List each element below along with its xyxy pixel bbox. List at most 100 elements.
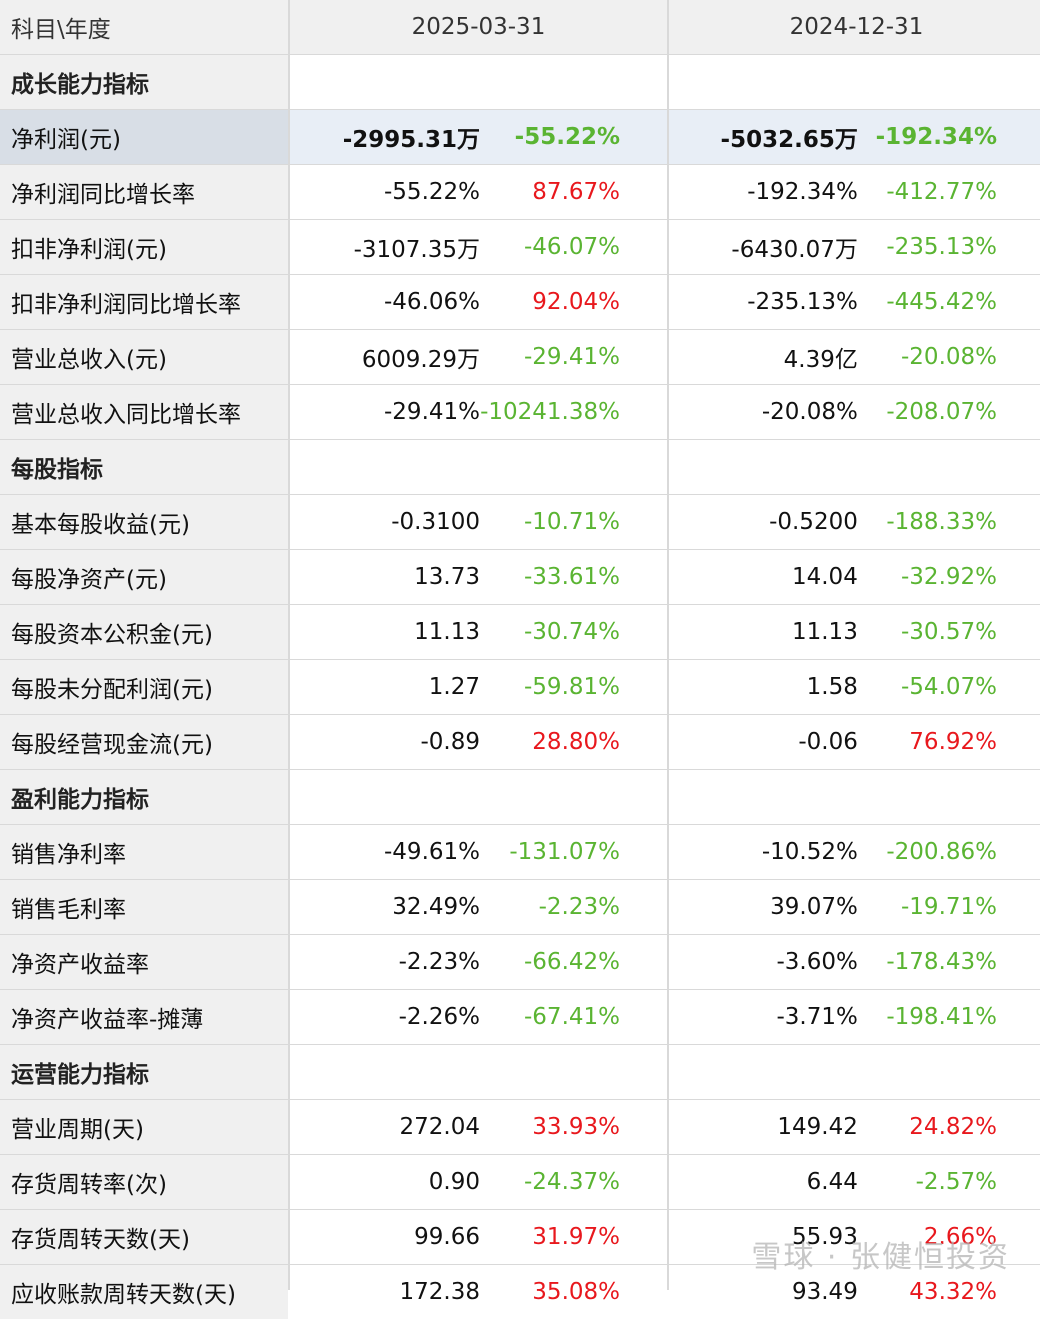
row-label[interactable]: 存货周转率(次)	[0, 1155, 288, 1209]
section-blank-cell	[669, 770, 1040, 824]
row-label[interactable]: 营业周期(天)	[0, 1100, 288, 1154]
row-label[interactable]: 扣非净利润同比增长率	[0, 275, 288, 329]
yoy-change: 31.97%	[532, 1224, 620, 1250]
row-label[interactable]: 净资产收益率-摊薄	[0, 990, 288, 1044]
section-header: 盈利能力指标	[0, 770, 288, 824]
value: 55.93	[791, 1224, 858, 1250]
row-label[interactable]: 每股经营现金流(元)	[0, 715, 288, 769]
row-label[interactable]: 存货周转天数(天)	[0, 1210, 288, 1264]
value: 149.42	[777, 1114, 858, 1140]
yoy-change: -235.13%	[886, 234, 997, 260]
yoy-change: -412.77%	[886, 179, 997, 205]
yoy-change: 92.04%	[532, 289, 620, 315]
value: 172.38	[399, 1279, 480, 1305]
section-blank-cell	[290, 770, 667, 824]
value-cell-period-2: 39.07% -19.71%	[669, 880, 1040, 934]
value: -3.71%	[776, 1004, 858, 1030]
yoy-change: -54.07%	[901, 674, 997, 700]
header-period-2[interactable]: 2024-12-31	[669, 0, 1040, 54]
row-label[interactable]: 应收账款周转天数(天)	[0, 1265, 288, 1319]
value-cell-period-2: 93.49 43.32%	[669, 1265, 1040, 1319]
value: -3.60%	[776, 949, 858, 975]
yoy-change: -178.43%	[886, 949, 997, 975]
value-cell-period-2: -6430.07万 -235.13%	[669, 220, 1040, 274]
value: -0.06	[798, 729, 858, 755]
value-cell-period-1: -2.23% -66.42%	[290, 935, 667, 989]
yoy-change: -30.74%	[524, 619, 620, 645]
yoy-change: 2.66%	[923, 1224, 997, 1250]
value: -2.26%	[398, 1004, 480, 1030]
value-cell-period-1: 99.66 31.97%	[290, 1210, 667, 1264]
row-label[interactable]: 扣非净利润(元)	[0, 220, 288, 274]
value-cell-period-2: -5032.65万 -192.34%	[669, 110, 1040, 164]
section-blank-cell	[669, 1045, 1040, 1099]
value: 1.27	[428, 674, 480, 700]
value: -2995.31万	[342, 127, 480, 153]
value-cell-period-1: 11.13 -30.74%	[290, 605, 667, 659]
yoy-change: -188.33%	[886, 509, 997, 535]
yoy-change: 35.08%	[532, 1279, 620, 1305]
yoy-change: 43.32%	[909, 1279, 997, 1305]
value: 13.73	[414, 564, 480, 590]
yoy-change: -200.86%	[886, 839, 997, 865]
row-label[interactable]: 净利润(元)	[0, 110, 288, 164]
value-cell-period-1: -2.26% -67.41%	[290, 990, 667, 1044]
section-header: 成长能力指标	[0, 55, 288, 109]
value: -3107.35万	[353, 237, 480, 263]
value-cell-period-1: -0.89 28.80%	[290, 715, 667, 769]
row-label[interactable]: 销售净利率	[0, 825, 288, 879]
header-period-1[interactable]: 2025-03-31	[290, 0, 667, 54]
row-label[interactable]: 营业总收入同比增长率	[0, 385, 288, 439]
value: 6009.29万	[361, 347, 480, 373]
row-label[interactable]: 每股净资产(元)	[0, 550, 288, 604]
yoy-change: -131.07%	[509, 839, 620, 865]
value: 93.49	[791, 1279, 858, 1305]
row-label[interactable]: 每股未分配利润(元)	[0, 660, 288, 714]
row-label[interactable]: 营业总收入(元)	[0, 330, 288, 384]
value-cell-period-2: -0.06 76.92%	[669, 715, 1040, 769]
section-header: 每股指标	[0, 440, 288, 494]
value-cell-period-1: -46.06% 92.04%	[290, 275, 667, 329]
yoy-change: -32.92%	[901, 564, 997, 590]
value-cell-period-1: 272.04 33.93%	[290, 1100, 667, 1154]
value-cell-period-1: 1.27 -59.81%	[290, 660, 667, 714]
value: 6.44	[806, 1169, 858, 1195]
value: -46.06%	[384, 289, 480, 315]
value: 99.66	[414, 1224, 480, 1250]
value: -0.3100	[391, 509, 480, 535]
yoy-change: -46.07%	[524, 234, 620, 260]
section-blank-cell	[290, 55, 667, 109]
yoy-change: -2.57%	[915, 1169, 997, 1195]
yoy-change: 24.82%	[909, 1114, 997, 1140]
value-cell-period-1: -3107.35万 -46.07%	[290, 220, 667, 274]
row-label[interactable]: 净资产收益率	[0, 935, 288, 989]
yoy-change: 33.93%	[532, 1114, 620, 1140]
value-cell-period-2: 55.93 2.66%	[669, 1210, 1040, 1264]
value-cell-period-1: 6009.29万 -29.41%	[290, 330, 667, 384]
yoy-change: -19.71%	[901, 894, 997, 920]
value: -235.13%	[747, 289, 858, 315]
yoy-change: -192.34%	[875, 124, 997, 150]
yoy-change: -29.41%	[524, 344, 620, 370]
value-cell-period-1: 172.38 35.08%	[290, 1265, 667, 1319]
section-blank-cell	[669, 55, 1040, 109]
value-cell-period-1: 32.49% -2.23%	[290, 880, 667, 934]
header-label: 科目\年度	[0, 0, 288, 54]
yoy-change: -2.23%	[538, 894, 620, 920]
value-cell-period-2: -0.5200 -188.33%	[669, 495, 1040, 549]
row-label[interactable]: 基本每股收益(元)	[0, 495, 288, 549]
value-cell-period-2: -3.60% -178.43%	[669, 935, 1040, 989]
value: -0.5200	[769, 509, 858, 535]
yoy-change: -55.22%	[514, 124, 620, 150]
value: 11.13	[414, 619, 480, 645]
section-blank-cell	[669, 440, 1040, 494]
value: 39.07%	[770, 894, 858, 920]
row-label[interactable]: 销售毛利率	[0, 880, 288, 934]
value: -49.61%	[384, 839, 480, 865]
row-label[interactable]: 每股资本公积金(元)	[0, 605, 288, 659]
yoy-change: -208.07%	[886, 399, 997, 425]
row-label[interactable]: 净利润同比增长率	[0, 165, 288, 219]
value-cell-period-1: 13.73 -33.61%	[290, 550, 667, 604]
value-cell-period-2: 149.42 24.82%	[669, 1100, 1040, 1154]
